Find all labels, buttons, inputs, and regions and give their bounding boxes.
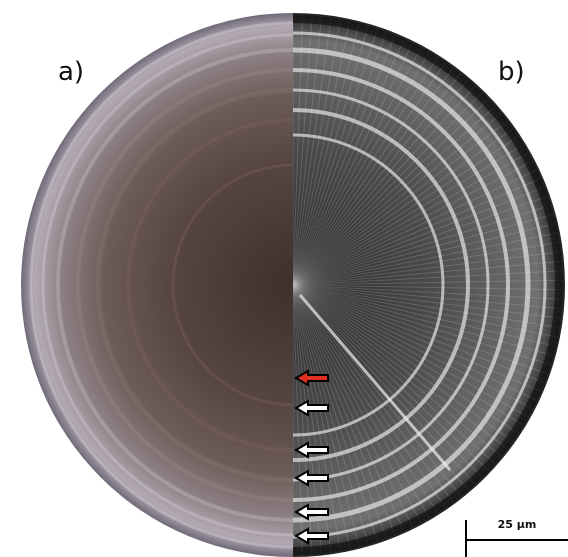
scale-bar: 25 µm [460, 512, 568, 557]
panel-label: b) [498, 57, 525, 87]
scale-label: 25 µm [498, 518, 537, 531]
figure: a) b) 25 µm [0, 0, 568, 557]
panel-label: a) [58, 57, 84, 87]
